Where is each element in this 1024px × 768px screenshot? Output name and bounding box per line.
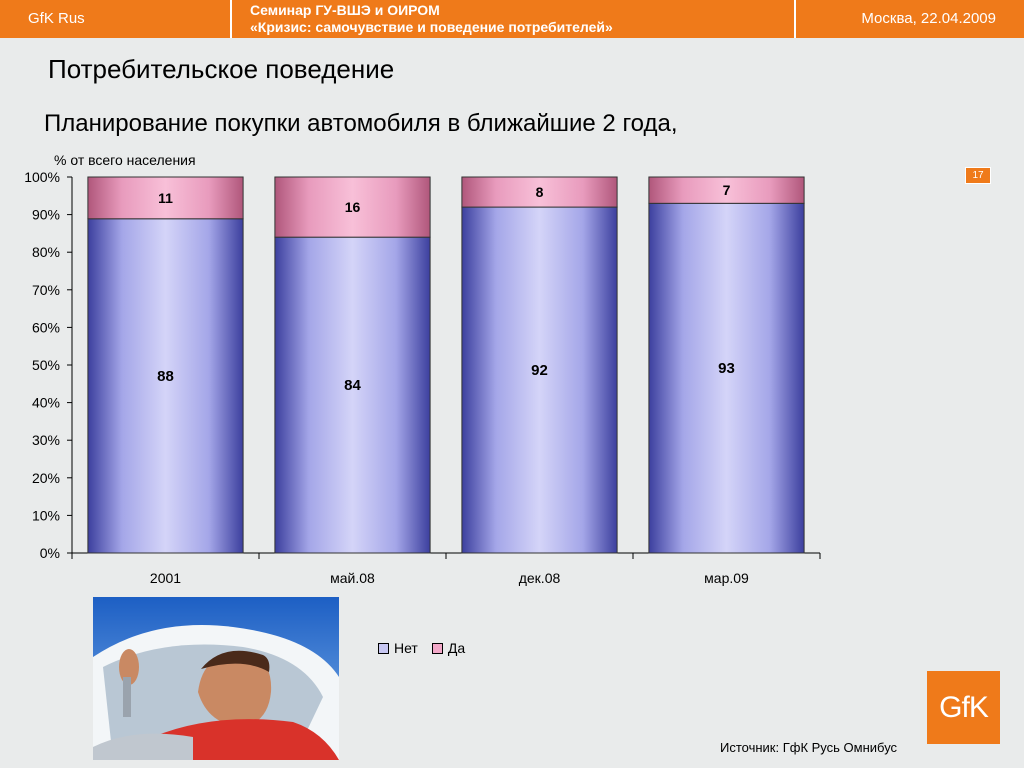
bar-segment-yes [648,176,805,204]
chart-legend: Нет Да [378,640,479,656]
y-tick-label: 20% [32,470,60,486]
bar-segment-yes [87,176,244,220]
bar-segment-no [461,206,618,554]
y-tick-label: 70% [32,282,60,298]
seminar-line-1: Семинар ГУ-ВШЭ и ОИРОМ [250,2,440,18]
legend-swatch-yes [431,642,443,654]
page-number: 17 [965,167,991,184]
header-separator [794,0,796,38]
x-tick-label: 2001 [150,570,181,586]
data-label-no: 88 [157,368,174,385]
y-tick-label: 80% [32,244,60,260]
y-tick-label: 90% [32,207,60,223]
x-tick-label: май.08 [330,570,375,586]
place-date: Москва, 22.04.2009 [861,10,996,27]
data-label-yes: 16 [345,199,361,215]
photo-man-with-car-keys [93,597,339,760]
x-tick-label: дек.08 [519,570,561,586]
y-axis-label: % от всего населения [54,152,196,168]
legend-swatch-no [378,642,389,654]
bar-segment-yes [461,176,618,208]
bar-segment-no [648,202,805,554]
y-tick-label: 100% [24,169,60,185]
data-label-no: 92 [531,362,548,379]
source-note: Источник: ГфК Русь Омнибус [720,740,898,755]
data-label-yes: 7 [723,182,731,198]
bar-segment-no [274,236,431,554]
y-tick-label: 0% [40,545,60,561]
seminar-title: Семинар ГУ-ВШЭ и ОИРОМ «Кризис: самочувс… [250,2,790,36]
y-tick-label: 40% [32,395,60,411]
legend-item-yes: Да [431,640,466,656]
brand-label: GfK Rus [28,10,85,27]
bar-segment-yes [274,176,431,238]
y-tick-label: 60% [32,319,60,335]
section-title: Потребительское поведение [48,54,395,84]
header-bar: GfK Rus Семинар ГУ-ВШЭ и ОИРОМ «Кризис: … [0,0,1024,38]
legend-label-yes: Да [447,640,466,656]
data-label-no: 93 [718,360,735,377]
chart-title: Планирование покупки автомобиля в ближай… [44,110,678,137]
data-label-yes: 8 [536,184,544,200]
x-tick-label: мар.09 [704,570,749,586]
gfk-logo-text: GfK [939,690,989,724]
legend-label-no: Нет [394,640,418,656]
bar-segment-no [87,218,244,554]
y-tick-label: 10% [32,507,60,523]
seminar-line-2: «Кризис: самочувствие и поведение потреб… [250,19,613,35]
data-label-yes: 11 [158,190,173,206]
y-tick-label: 50% [32,357,60,373]
header-separator [230,0,232,38]
gfk-logo: GfK [927,671,1000,744]
data-label-no: 84 [344,377,361,394]
legend-item-no: Нет [378,640,418,656]
y-tick-label: 30% [32,432,60,448]
